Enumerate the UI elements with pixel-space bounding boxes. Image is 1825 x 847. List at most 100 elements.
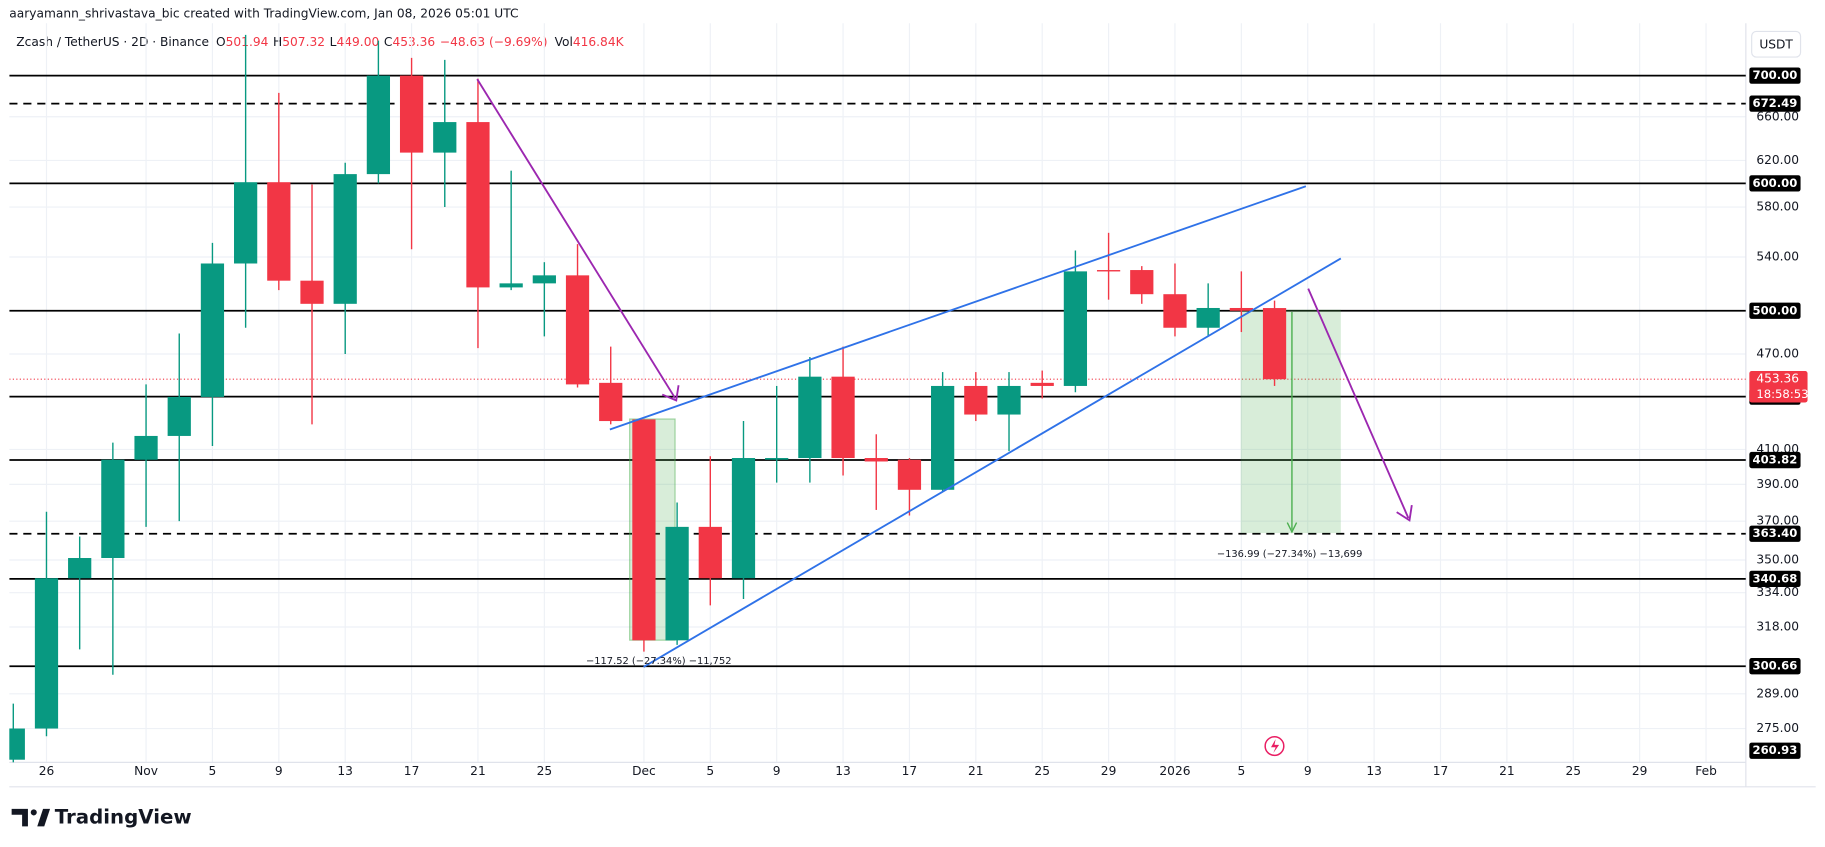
- level-label-box: [1749, 67, 1801, 84]
- last-price-label: 453.36: [1756, 372, 1799, 386]
- candle-body: [300, 280, 324, 304]
- brand: TradingView: [55, 806, 192, 829]
- level-label: 500.00: [1753, 303, 1798, 317]
- level-label: 672.49: [1753, 96, 1798, 110]
- level-label: 700.00: [1753, 68, 1798, 82]
- candle-body: [1196, 307, 1220, 328]
- trend-line: [609, 185, 1307, 431]
- candle-body: [9, 728, 25, 760]
- level-label: 363.40: [1753, 526, 1798, 540]
- candle-body: [1030, 382, 1054, 386]
- legend-change: −48.63 (−9.69%): [440, 34, 548, 48]
- trend-line: [643, 257, 1342, 668]
- x-tick-label: 17: [1433, 764, 1449, 778]
- x-tick-label: 9: [773, 764, 781, 778]
- measure-label: −117.52 (−27.34%) −11,752: [586, 656, 732, 667]
- legend-key: C: [384, 34, 393, 48]
- legend-key: O: [216, 34, 226, 48]
- candle-body: [698, 526, 722, 579]
- level-label-box: [1749, 742, 1801, 759]
- y-tick-label: 289.00: [1756, 686, 1799, 700]
- candle-body: [964, 385, 988, 415]
- candle-body: [798, 376, 822, 459]
- candle-body: [101, 459, 125, 559]
- candle-body: [1063, 271, 1088, 386]
- x-tick-label: 5: [706, 764, 714, 778]
- candles: [9, 34, 1287, 763]
- legend-key: Vol: [555, 34, 573, 48]
- level-label: 340.68: [1753, 571, 1798, 585]
- arrow-head: [1396, 505, 1413, 522]
- last-price-box: [1749, 371, 1808, 403]
- legend-key: L: [330, 34, 337, 48]
- level-label-box: [1749, 525, 1801, 542]
- candle-body: [565, 275, 590, 385]
- level-label-box: [1749, 95, 1801, 112]
- x-tick-label: 25: [537, 764, 553, 778]
- candle-body: [499, 283, 523, 288]
- legend-value: 453.36: [392, 34, 435, 48]
- x-tick-label: 21: [968, 764, 984, 778]
- y-tick-label: 660.00: [1756, 109, 1799, 123]
- y-tick-label: 334.00: [1756, 585, 1799, 599]
- legend-key: H: [273, 34, 282, 48]
- candle-body: [831, 376, 855, 459]
- measure-arrow-head: [1286, 522, 1298, 534]
- candle-body: [234, 182, 258, 264]
- candle-body: [399, 75, 424, 153]
- y-tick-label: 620.00: [1756, 153, 1799, 167]
- level-label-box: [1749, 570, 1801, 588]
- candle-body: [599, 382, 623, 422]
- plot: −117.52 (−27.34%) −11,752 −136.99 (−27.3…: [9, 34, 1746, 763]
- candle-body: [167, 396, 191, 436]
- attribution: aaryamann_shrivastava_bic created with T…: [9, 6, 518, 20]
- measure-box: [1240, 309, 1341, 534]
- candle-body: [1130, 270, 1154, 295]
- y-tick-label: 580.00: [1756, 200, 1799, 214]
- arrow: [476, 78, 676, 399]
- x-tick-label: 17: [902, 764, 918, 778]
- candle-body: [134, 435, 158, 460]
- x-tick-label: 2026: [1159, 764, 1190, 778]
- candle-body: [1262, 308, 1287, 380]
- currency[interactable]: USDT: [1759, 37, 1793, 51]
- arrow-head: [661, 385, 680, 402]
- x-tick-label: 29: [1632, 764, 1648, 778]
- brand-logo: TradingView: [11, 806, 192, 829]
- y-tick-label: 275.00: [1756, 721, 1799, 735]
- candle-body: [466, 122, 490, 288]
- candle-body: [532, 275, 556, 284]
- candle-body: [897, 459, 922, 490]
- logo-mark: [37, 808, 51, 827]
- candle-body: [997, 385, 1021, 415]
- x-tick-label: 9: [1304, 764, 1312, 778]
- event-icon-bolt: [1270, 739, 1280, 754]
- measure-label: −136.99 (−27.34%) −13,699: [1217, 549, 1363, 560]
- level-label: 300.66: [1753, 659, 1798, 673]
- candle-body: [68, 558, 92, 579]
- level-label-box: [1749, 302, 1801, 319]
- candle-body: [34, 578, 59, 729]
- legend-value: 507.32: [282, 34, 325, 48]
- candle-body: [731, 458, 756, 579]
- x-tick-label: 21: [470, 764, 486, 778]
- legend-value: 416.84K: [573, 34, 625, 48]
- x-tick-label: 5: [209, 764, 217, 778]
- x-tick-label: 17: [404, 764, 420, 778]
- axes: 26 Nov 5 9 13 17 21 25 Dec 5 9 13 17 21 25 29 2026 5 9 13 17…: [39, 67, 1809, 778]
- x-tick-label: 25: [1034, 764, 1050, 778]
- y-tick-label: 350.00: [1756, 553, 1799, 567]
- arrow: [1307, 288, 1410, 519]
- currency-button[interactable]: [1751, 30, 1802, 58]
- x-tick-label: 9: [275, 764, 283, 778]
- candle-body: [864, 458, 888, 462]
- x-tick-label: Dec: [632, 764, 656, 778]
- level-label: 403.82: [1753, 453, 1798, 467]
- candle-body: [366, 75, 391, 175]
- y-tick-label: 318.00: [1756, 620, 1799, 634]
- legend: Zcash / TetherUS · 2D · Binance O501.94 H5…: [16, 34, 624, 48]
- x-tick-label: 29: [1101, 764, 1117, 778]
- x-tick-label: 5: [1237, 764, 1245, 778]
